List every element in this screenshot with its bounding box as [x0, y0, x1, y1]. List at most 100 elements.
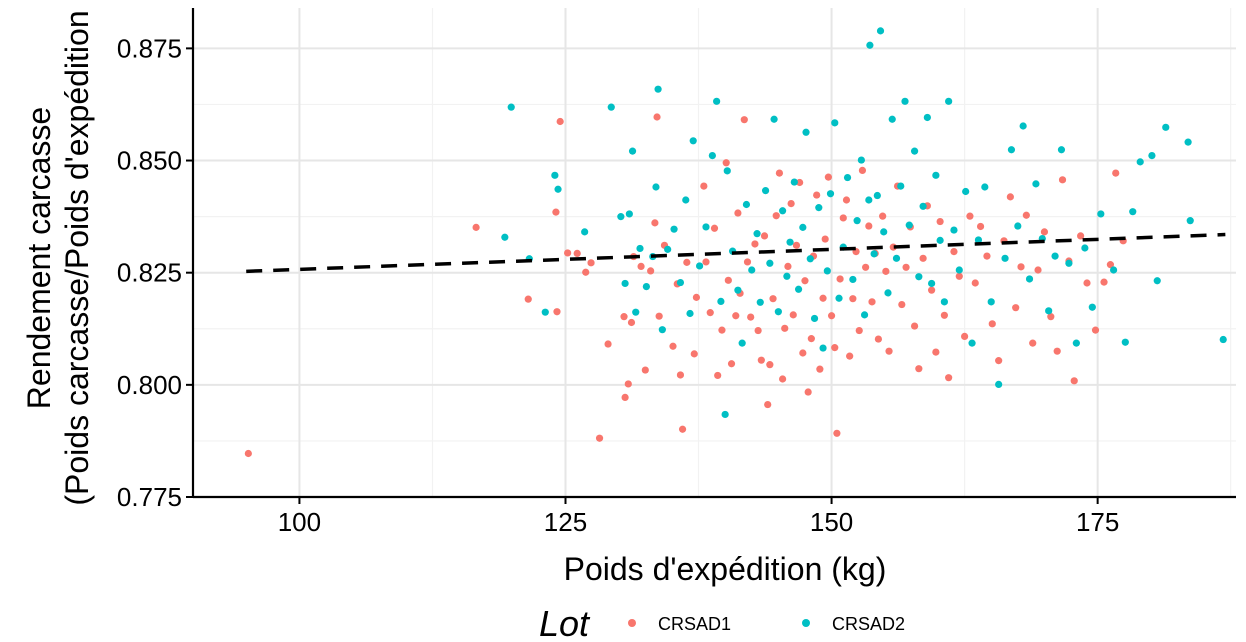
x-tick-label: 175	[1076, 507, 1119, 537]
point-crsad1	[821, 235, 829, 243]
point-crsad1	[928, 286, 936, 294]
point-crsad1	[637, 262, 645, 271]
point-crsad2	[1136, 158, 1144, 166]
point-crsad1	[734, 209, 742, 217]
point-crsad1	[804, 388, 812, 396]
point-crsad2	[819, 344, 827, 352]
y-tick-label: 0.875	[117, 33, 182, 63]
point-crsad2	[823, 267, 831, 275]
point-crsad2	[554, 185, 562, 193]
point-crsad2	[955, 266, 963, 274]
point-crsad2	[1184, 138, 1192, 146]
point-crsad2	[799, 223, 807, 231]
point-crsad2	[853, 217, 861, 225]
point-crsad2	[1088, 303, 1096, 311]
point-crsad2	[923, 113, 931, 122]
point-crsad2	[802, 128, 810, 136]
x-tick-label: 125	[544, 507, 587, 537]
point-crsad2	[1219, 335, 1227, 344]
point-crsad2	[1110, 266, 1118, 274]
x-axis-title: Poids d'expédition (kg)	[564, 551, 887, 587]
point-crsad1	[784, 262, 792, 271]
point-crsad2	[1121, 338, 1129, 346]
point-crsad2	[987, 298, 995, 306]
point-crsad2	[860, 311, 869, 319]
point-crsad2	[1129, 208, 1137, 216]
point-crsad1	[842, 196, 851, 204]
point-crsad1	[678, 425, 687, 433]
point-crsad2	[865, 196, 873, 204]
point-crsad2	[940, 298, 948, 306]
point-crsad2	[968, 339, 976, 347]
point-crsad2	[910, 147, 919, 155]
point-crsad2	[932, 171, 940, 179]
point-crsad1	[995, 357, 1003, 365]
point-crsad1	[587, 259, 595, 267]
point-crsad1	[781, 324, 789, 332]
point-crsad2	[897, 182, 905, 190]
point-crsad1	[754, 326, 762, 335]
legend: Lot CRSAD1 CRSAD2	[539, 603, 905, 642]
point-crsad1	[1077, 232, 1085, 240]
point-crsad1	[882, 267, 890, 275]
point-crsad2	[835, 294, 843, 302]
point-crsad1	[855, 326, 863, 335]
point-crsad2	[738, 339, 746, 347]
point-crsad1	[915, 365, 923, 373]
point-crsad1	[747, 313, 755, 321]
point-crsad1	[801, 277, 809, 285]
x-tick-label: 150	[810, 507, 853, 537]
point-crsad1	[244, 449, 252, 458]
point-crsad2	[1007, 146, 1016, 154]
point-crsad1	[966, 212, 974, 220]
point-crsad1	[849, 295, 857, 303]
point-crsad1	[1040, 228, 1049, 236]
point-crsad2	[995, 380, 1003, 388]
point-crsad1	[757, 356, 765, 364]
point-crsad1	[868, 298, 876, 306]
point-crsad2	[1025, 275, 1034, 283]
point-crsad1	[743, 258, 752, 266]
point-crsad2	[501, 233, 509, 241]
point-crsad1	[787, 200, 795, 208]
point-crsad1	[595, 434, 604, 442]
point-crsad1	[799, 349, 807, 357]
point-crsad1	[1012, 304, 1020, 312]
point-crsad1	[700, 182, 708, 190]
point-crsad2	[723, 167, 731, 175]
point-crsad2	[507, 103, 515, 111]
point-crsad2	[654, 85, 662, 93]
point-crsad2	[1081, 244, 1089, 252]
point-crsad2	[1051, 252, 1059, 260]
point-crsad1	[910, 322, 919, 330]
point-crsad1	[816, 365, 824, 373]
point-crsad1	[621, 393, 629, 402]
point-crsad2	[880, 228, 888, 236]
point-crsad1	[865, 222, 873, 230]
y-tick-label: 0.825	[117, 258, 182, 288]
point-crsad1	[932, 348, 940, 356]
point-crsad1	[833, 429, 841, 437]
point-crsad1	[627, 318, 636, 327]
point-crsad1	[553, 308, 561, 316]
point-crsad2	[1045, 307, 1053, 315]
point-crsad1	[779, 375, 787, 383]
point-crsad2	[676, 278, 685, 287]
point-crsad2	[905, 221, 913, 229]
point-crsad1	[879, 212, 887, 220]
legend-marker-crsad2	[802, 619, 810, 627]
point-crsad1	[971, 279, 979, 287]
point-crsad2	[790, 178, 798, 186]
point-crsad2	[974, 236, 983, 244]
point-crsad2	[849, 275, 857, 284]
point-crsad2	[1153, 277, 1161, 285]
point-crsad1	[839, 214, 847, 222]
point-crsad2	[696, 262, 704, 270]
point-crsad1	[718, 326, 726, 334]
point-crsad1	[836, 275, 844, 283]
point-crsad1	[983, 252, 991, 260]
x-axis-ticks: 100 125 150 175	[278, 497, 1119, 537]
point-crsad2	[774, 308, 782, 316]
point-crsad1	[1112, 169, 1120, 177]
point-crsad2	[551, 171, 559, 179]
